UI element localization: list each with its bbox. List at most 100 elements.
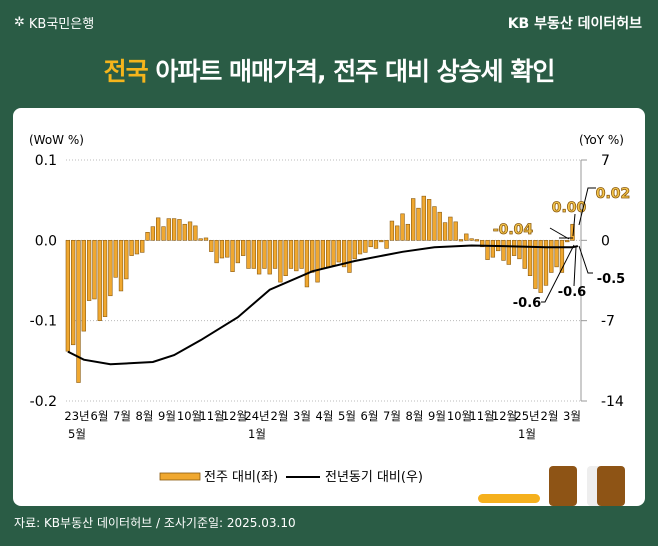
x-tick-label: 8월	[406, 409, 424, 423]
wow-bar	[214, 240, 219, 264]
wow-bar	[432, 206, 437, 241]
wow-bar	[251, 240, 256, 269]
x-tick-label: 2월	[271, 409, 289, 423]
wow-bar	[326, 240, 331, 268]
left-tick-label: 0.0	[35, 233, 57, 249]
wow-bar	[246, 240, 251, 269]
leader-line	[549, 227, 570, 240]
chart: (WoW %) (YoY %) 0.1 0.0 -0.1 -0.2 7 0 -7 -14 23년 5월…	[29, 133, 631, 485]
wow-bar	[416, 207, 421, 241]
wow-bar	[554, 240, 559, 268]
x-tick-label: 25년	[514, 409, 539, 423]
wow-bar	[86, 240, 92, 301]
wow-bar	[448, 216, 453, 241]
legend-wow-label: 전주 대비(좌)	[204, 470, 278, 485]
wow-bar	[304, 240, 310, 288]
wow-bar	[171, 218, 177, 241]
wow-bar	[71, 240, 76, 346]
hub-name: KB 부동산 데이터허브	[507, 16, 642, 32]
wow-bar	[288, 240, 294, 269]
wow-bar	[230, 240, 235, 272]
x-tick-label: 10월	[447, 409, 472, 423]
decor-block	[549, 466, 577, 506]
x-tick-label: 9월	[158, 409, 176, 423]
right-tick-label: -7	[601, 314, 615, 330]
wow-bar	[506, 240, 511, 265]
right-tick-label: 7	[601, 153, 610, 169]
wow-bar	[225, 240, 230, 258]
x-tick-label: 24년	[244, 409, 269, 423]
wow-bar	[203, 237, 209, 241]
wow-bar	[347, 240, 352, 273]
x-tick-label: 5월	[338, 409, 356, 423]
wow-bar	[363, 240, 368, 253]
wow-bar	[501, 240, 506, 261]
wow-bar	[140, 240, 145, 253]
wow-bar	[379, 240, 384, 243]
wow-bar	[177, 219, 182, 241]
wow-bar	[453, 221, 458, 241]
wow-bar	[384, 240, 389, 249]
wow-bar	[352, 240, 357, 260]
x-tick-label: 23년	[64, 409, 89, 423]
wow-bar	[241, 240, 246, 256]
wow-bar	[522, 240, 527, 269]
wow-bar	[92, 240, 97, 300]
wow-bar	[315, 240, 320, 283]
wow-bar	[490, 240, 496, 258]
wow-bar	[182, 223, 187, 241]
wow-bar	[559, 240, 565, 273]
yoy-annotation: -0.6	[558, 285, 586, 300]
title-rest: 아파트 매매가격, 전주 대비 상승세 확인	[147, 57, 555, 86]
x-tick-label: 10월	[177, 409, 202, 423]
yoy-annotation: -0.5	[597, 272, 625, 287]
wow-bar	[527, 240, 533, 276]
left-tick-label: -0.2	[30, 394, 57, 410]
wow-bar	[161, 226, 166, 241]
wow-bar	[320, 240, 326, 269]
wow-annotation: 0.02	[596, 186, 631, 202]
x-tick-label: 3월	[293, 409, 311, 423]
x-tick-label: 8월	[136, 409, 154, 423]
wow-bar	[187, 221, 193, 241]
wow-bar	[283, 240, 288, 276]
wow-bar	[310, 240, 315, 273]
page-title: 전국 아파트 매매가격, 전주 대비 상승세 확인	[0, 52, 658, 88]
wow-bar	[469, 238, 474, 241]
leader-line	[578, 187, 596, 226]
wow-annotation: 0.00	[552, 200, 587, 216]
wow-bar	[272, 240, 278, 269]
x-tick-label: 6월	[91, 409, 109, 423]
wow-bar	[389, 220, 395, 241]
x-tick-label: 7월	[113, 409, 131, 423]
bank-name: KB국민은행	[28, 17, 95, 32]
wow-bar	[426, 199, 432, 241]
wow-bar	[166, 218, 171, 241]
wow-bar	[299, 240, 304, 269]
wow-bar	[411, 198, 416, 241]
x-tick-label: 1월	[248, 427, 266, 441]
wow-bar	[209, 240, 214, 252]
wow-bar	[357, 240, 363, 255]
x-tick-label: 12월	[222, 409, 247, 423]
legend-yoy-label: 전년동기 대비(우)	[325, 470, 423, 485]
wow-bar	[570, 223, 575, 241]
leader-line	[541, 244, 575, 303]
right-tick-label: 0	[601, 233, 610, 249]
yoy-line	[67, 244, 579, 366]
wow-bar	[113, 240, 118, 278]
wow-bar	[442, 222, 448, 241]
wow-bar	[145, 232, 150, 241]
leader-line	[573, 246, 577, 287]
wow-bar	[294, 240, 299, 272]
x-tick-label: 4월	[316, 409, 334, 423]
decor-bar	[478, 494, 540, 503]
wow-bar	[65, 240, 71, 352]
wow-bar	[198, 238, 203, 241]
chart-card: (WoW %) (YoY %) 0.1 0.0 -0.1 -0.2 7 0 -7 -14 23년 5월…	[13, 108, 645, 506]
source-note: 자료: KB부동산 데이터허브 / 조사기준일: 2025.03.10	[14, 516, 296, 530]
wow-bar	[267, 240, 272, 275]
wow-bar	[150, 226, 156, 241]
x-tick-label: 1월	[518, 427, 536, 441]
wow-bar	[278, 240, 283, 283]
